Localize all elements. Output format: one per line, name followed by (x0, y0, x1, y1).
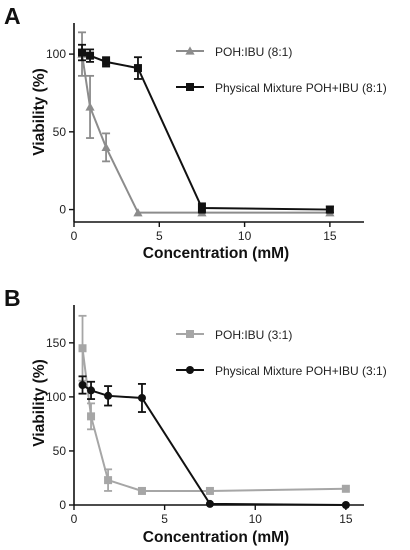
panel-b-legend-label-series-1: POH:IBU (3:1) (215, 328, 292, 342)
panel-a-y-axis-title: Viability (%) (31, 68, 48, 156)
panel-b-x-tick-label: 10 (249, 512, 263, 526)
panel-b-series-2-point (205, 499, 214, 508)
panel-b-y-tick-label: 100 (46, 390, 66, 404)
panel-b-letter: B (4, 285, 21, 311)
panel-b-y-tick-label: 150 (46, 336, 66, 350)
panel-a-series-2-line (81, 51, 330, 211)
panel-b-series-1 (78, 314, 350, 495)
panel-b-series-2-point (341, 501, 350, 509)
panel-a-x-tick-label: 5 (156, 229, 163, 243)
panel-a-legend-marker-series-2 (186, 83, 194, 91)
panel-b-series-1-point (104, 476, 113, 485)
panel-a-legend-label-series-2: Physical Mixture POH+IBU (8:1) (215, 81, 387, 95)
panel-b-series-2-point (104, 391, 113, 400)
panel-a-plot-area: 0 5 10 15 0 50 100 (46, 23, 364, 243)
panel-a-series-2-point (133, 64, 142, 73)
panel-b-series-1-point (137, 486, 146, 495)
panel-b-y-tick-label: 0 (59, 498, 66, 512)
panel-a-x-axis-title: Concentration (mM) (143, 245, 289, 262)
panel-b-x-tick-label: 0 (71, 512, 78, 526)
panel-b-series-1-point (205, 486, 214, 495)
panel-b-x-tick-label: 15 (339, 512, 353, 526)
panel-a-series-2-point (102, 57, 111, 66)
panel-a-series-2-point (86, 51, 95, 60)
panel-a-series-1-point (85, 102, 95, 111)
panel-a-y-tick-label: 0 (59, 203, 66, 217)
panel-a-legend-label-series-1: POH:IBU (8:1) (215, 45, 292, 59)
panel-a-series-1-point (101, 142, 111, 152)
panel-b-legend-marker-series-1 (186, 330, 194, 338)
panel-b-series-2-line (81, 384, 346, 506)
panel-b-x-axis-title: Concentration (mM) (143, 529, 289, 546)
panel-b-legend-label-series-2: Physical Mixture POH+IBU (3:1) (215, 364, 387, 378)
panel-a-series-2-point (78, 48, 87, 57)
panel-b-series-2-point (87, 386, 96, 395)
panel-b-series-2-point (137, 393, 146, 402)
panel-a-series-1-line (81, 53, 330, 214)
panel-b-legend-marker-series-2 (186, 366, 194, 374)
panel-b-series-2 (78, 375, 350, 509)
panel-b-series-1-point (341, 484, 350, 493)
panel-a-legend-marker-series-1 (185, 46, 195, 55)
panel-a-series-1-point (133, 208, 143, 217)
panel-a-series-2-point (325, 205, 334, 214)
panel-a-series-2-point (197, 204, 206, 213)
panel-a-y-tick-label: 100 (46, 47, 66, 61)
panel-b-legend: POH:IBU (3:1) Physical Mixture POH+IBU (… (176, 328, 387, 378)
panel-a-letter: A (4, 3, 21, 29)
panel-b-x-tick-label: 5 (161, 512, 168, 526)
panel-a-x-tick-label: 15 (323, 229, 337, 243)
panel-a-series-2 (78, 43, 334, 214)
panel-b-series-1-point (78, 344, 87, 353)
panel-b-series-2-point (78, 381, 87, 389)
panel-b-series-1-point (87, 412, 96, 421)
panel-b-series-1-line (81, 348, 346, 492)
panel-b: B Viability (%) Concentration (mM) POH:I… (4, 285, 387, 546)
panel-b-y-tick-label: 50 (53, 444, 67, 458)
panel-a-legend: POH:IBU (8:1) Physical Mixture POH+IBU (… (176, 45, 387, 95)
panel-a-y-tick-label: 50 (53, 125, 67, 139)
panel-b-y-axis-title: Viability (%) (31, 359, 48, 447)
panel-a-series-1 (77, 31, 335, 217)
panel-a-x-tick-label: 0 (71, 229, 78, 243)
panel-a-x-tick-label: 10 (238, 229, 252, 243)
panel-a: A Viability (%) Concentration (mM) POH:I… (4, 3, 387, 262)
